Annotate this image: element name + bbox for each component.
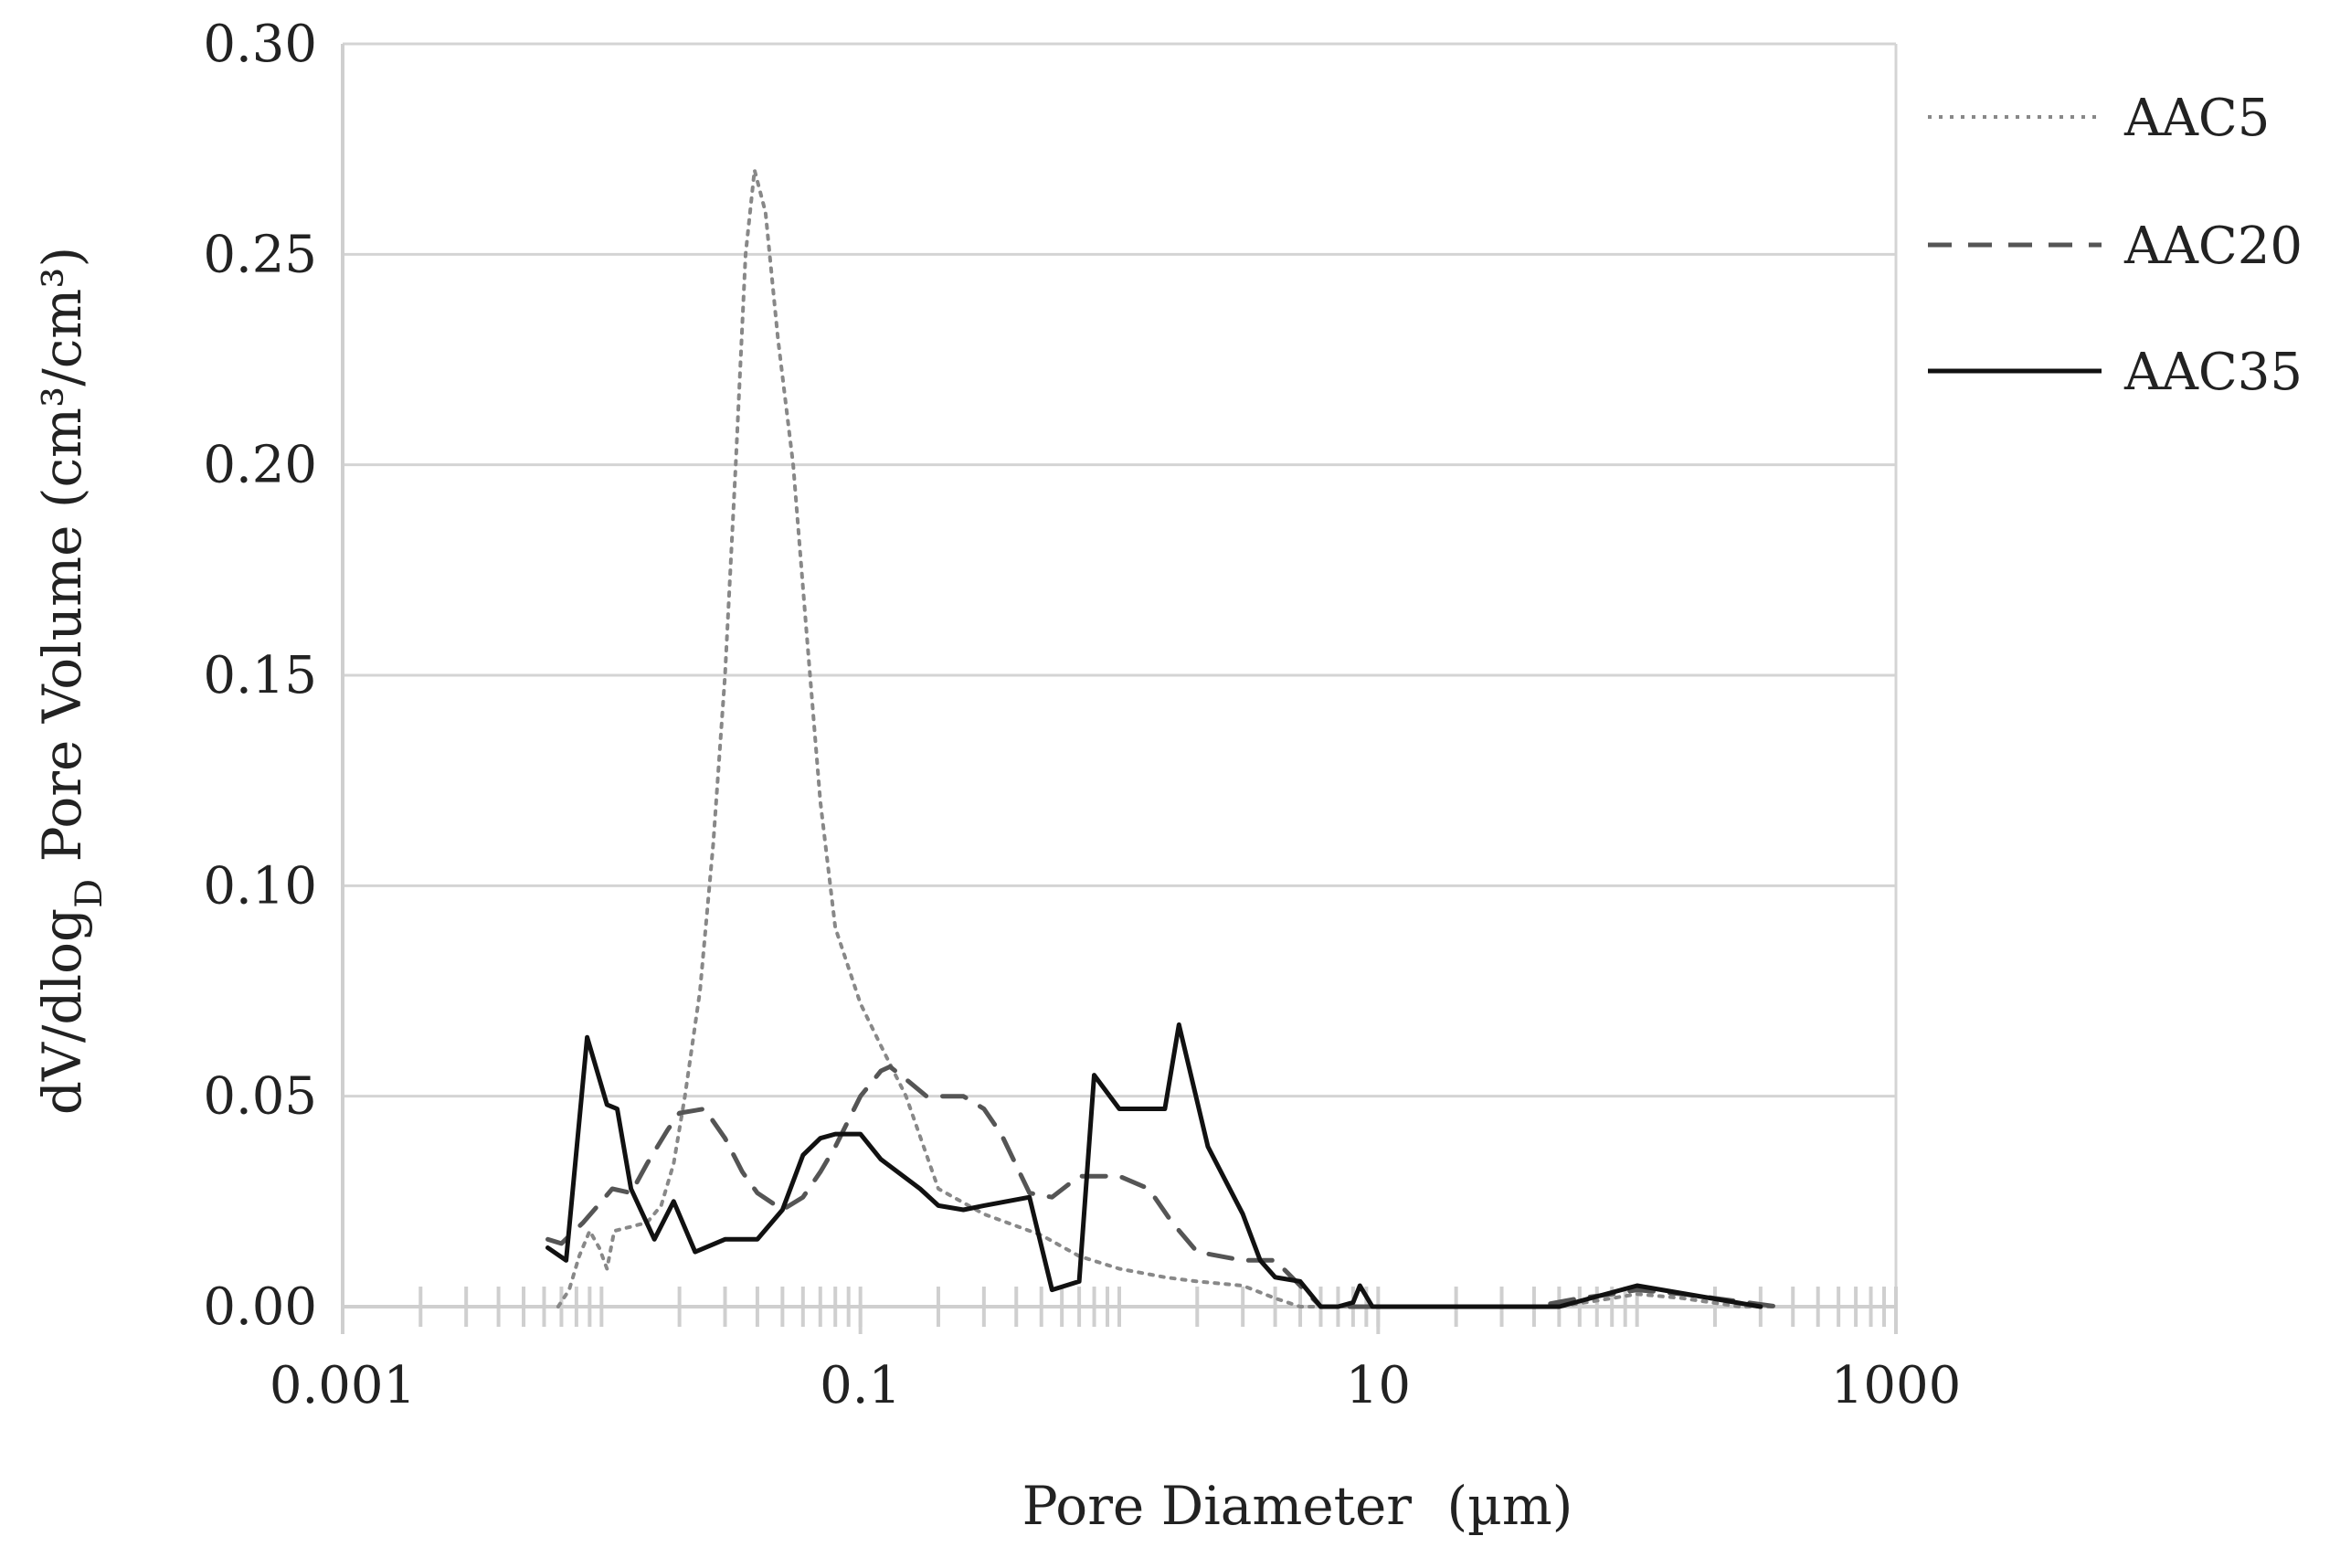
legend: AAC5 AAC20 AAC35 — [1928, 89, 2303, 402]
legend-label-aac35: AAC35 — [2123, 343, 2303, 402]
series-line-aac5 — [556, 168, 1780, 1308]
legend-label-aac20: AAC20 — [2123, 217, 2303, 276]
y-tick-label: 0.15 — [203, 646, 317, 705]
y-axis-title-middle: Pore Volume — [31, 508, 93, 879]
series-layer — [545, 168, 1781, 1309]
y-tick-label: 0.10 — [203, 856, 317, 916]
axis-layer — [341, 44, 1898, 1334]
x-tick-label: 1000 — [1831, 1356, 1962, 1415]
y-tick-label: 0.00 — [203, 1277, 317, 1337]
y-tick-label: 0.05 — [203, 1067, 317, 1127]
x-axis-title-main: Pore Diameter — [1022, 1475, 1413, 1537]
x-tick-label: 0.001 — [270, 1356, 416, 1415]
x-axis-title-unit: (µm) — [1446, 1475, 1572, 1537]
x-axis-title: Pore Diameter (µm) — [1022, 1475, 1573, 1537]
legend-label-aac5: AAC5 — [2123, 89, 2270, 148]
x-tick-label: 0.1 — [820, 1356, 901, 1415]
y-axis-title-sub: D — [69, 879, 111, 908]
y-axis-title-unit: (cm³/cm³) — [31, 247, 93, 508]
y-tick-label: 0.20 — [203, 436, 317, 495]
label-layer: 0.00 0.05 0.10 0.15 0.20 0.25 0.30 0.001 0.1 10 10… — [203, 15, 1961, 1415]
x-tick-label: 10 — [1346, 1356, 1411, 1415]
y-axis-title: dV/dlogD Pore Volume (cm³/cm³) — [31, 247, 111, 1115]
y-tick-label: 0.30 — [203, 15, 317, 74]
y-axis-title-main: dV/dlog — [31, 908, 93, 1115]
grid-layer — [343, 42, 1896, 1098]
y-tick-label: 0.25 — [203, 225, 317, 284]
series-line-aac35 — [545, 1022, 1763, 1309]
series-line-aac20 — [545, 1064, 1781, 1309]
